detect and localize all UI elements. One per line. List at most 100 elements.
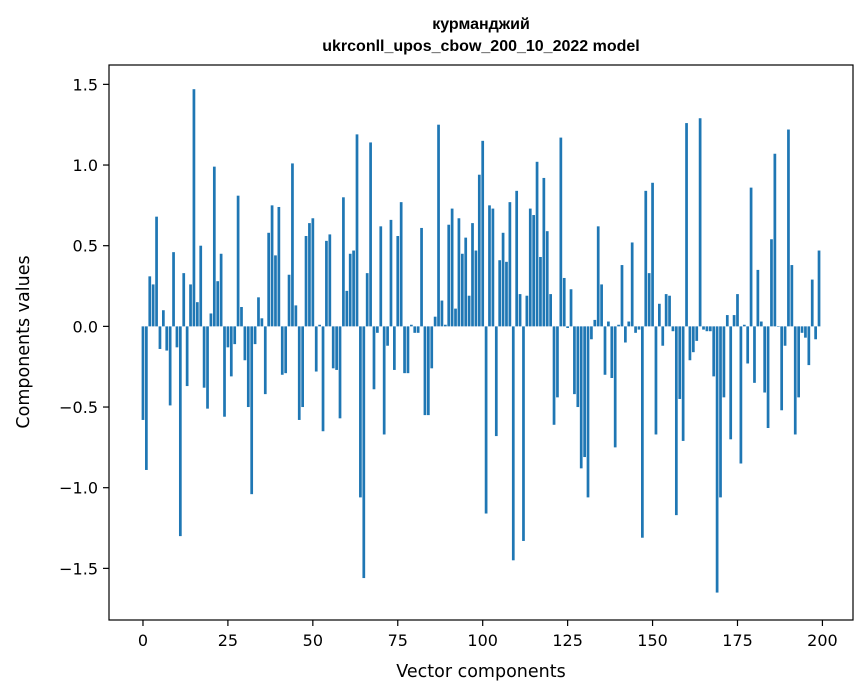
bar-20	[209, 313, 213, 327]
bar-28	[236, 195, 240, 327]
bar-96	[467, 295, 471, 327]
bar-68	[372, 326, 376, 390]
bar-163	[695, 326, 699, 341]
bar-1	[145, 326, 148, 470]
bar-185	[770, 239, 773, 327]
bar-18	[202, 326, 206, 388]
bar-143	[627, 321, 631, 327]
bar-167	[708, 326, 712, 332]
y-tick-label-2: −0.5	[59, 398, 98, 417]
bar-77	[403, 326, 406, 374]
bar-8	[168, 326, 172, 406]
x-tick-label-175: 175	[722, 631, 753, 650]
bar-194	[800, 326, 804, 333]
bar-26	[229, 326, 233, 377]
bar-91	[450, 208, 454, 327]
bar-44	[291, 163, 294, 327]
bar-75	[396, 236, 400, 327]
x-tick-label-50: 50	[303, 631, 323, 650]
x-tick-label-125: 125	[552, 631, 583, 650]
bar-23	[219, 253, 223, 327]
bar-0	[141, 326, 145, 420]
plot-frame	[108, 64, 854, 621]
bar-177	[742, 324, 746, 327]
bar-56	[331, 326, 335, 369]
bar-146	[637, 326, 641, 330]
bar-121	[552, 326, 556, 425]
bar-195	[804, 326, 807, 338]
bar-120	[549, 294, 552, 327]
bar-154	[664, 294, 668, 327]
bar-51	[314, 326, 318, 372]
bar-67	[369, 142, 372, 327]
bar-24	[223, 326, 226, 417]
bar-153	[661, 326, 665, 346]
bar-22	[216, 281, 220, 327]
bar-90	[447, 224, 451, 327]
bar-127	[573, 326, 576, 395]
bar-94	[460, 253, 464, 327]
y-axis: −1.5 −1.0 −0.5 0.0 0.5 1.0 1.5	[59, 75, 109, 578]
x-tick-label-25: 25	[218, 631, 238, 650]
bar-139	[613, 326, 617, 448]
bar-14	[189, 284, 192, 327]
chart-title-line1: курманджий	[432, 16, 530, 33]
bar-107	[505, 261, 508, 327]
bar-84	[426, 326, 430, 416]
bar-49	[308, 223, 311, 327]
bar-116	[535, 161, 539, 327]
bar-32	[250, 326, 254, 495]
bar-53	[321, 326, 325, 432]
bar-5	[158, 326, 162, 349]
bar-149	[647, 273, 651, 327]
bar-102	[488, 205, 491, 327]
bar-160	[685, 123, 688, 327]
x-tick-label-75: 75	[388, 631, 408, 650]
bar-37	[267, 232, 271, 327]
bar-112	[522, 326, 525, 541]
bar-141	[620, 265, 624, 327]
bar-80	[413, 326, 417, 333]
bar-81	[416, 326, 420, 333]
bar-190	[787, 129, 790, 327]
y-tick-label-6: 1.5	[73, 75, 98, 94]
bar-123	[559, 137, 563, 327]
bar-113	[525, 295, 529, 327]
bar-189	[783, 326, 787, 346]
bar-57	[335, 326, 338, 370]
bar-64	[359, 326, 362, 498]
x-axis-label: Vector components	[396, 662, 565, 682]
bar-99	[477, 174, 481, 327]
bar-92	[454, 308, 457, 327]
bar-174	[732, 315, 736, 327]
bar-125	[566, 326, 569, 328]
bar-179	[749, 187, 753, 327]
bar-27	[233, 326, 237, 345]
bar-98	[474, 250, 478, 327]
bar-103	[491, 208, 495, 327]
bar-9	[172, 252, 175, 327]
bar-30	[243, 326, 247, 361]
bar-134	[596, 226, 600, 327]
bar-89	[443, 324, 447, 327]
bar-101	[484, 326, 488, 514]
bar-135	[600, 284, 603, 327]
bar-33	[253, 326, 257, 345]
bar-131	[586, 326, 590, 498]
bar-7	[165, 326, 169, 351]
bar-50	[311, 218, 315, 327]
bar-186	[773, 153, 777, 327]
bar-187	[776, 326, 780, 327]
bar-183	[763, 326, 767, 393]
bar-115	[532, 215, 536, 327]
y-tick-label-5: 1.0	[73, 156, 98, 175]
bar-39	[274, 255, 277, 327]
bar-119	[545, 231, 549, 327]
x-tick-label-100: 100	[467, 631, 498, 650]
bar-4	[155, 216, 158, 327]
bar-178	[746, 326, 750, 364]
bar-162	[691, 326, 695, 353]
bar-15	[192, 89, 196, 327]
bar-176	[739, 326, 743, 464]
bar-100	[481, 140, 485, 327]
